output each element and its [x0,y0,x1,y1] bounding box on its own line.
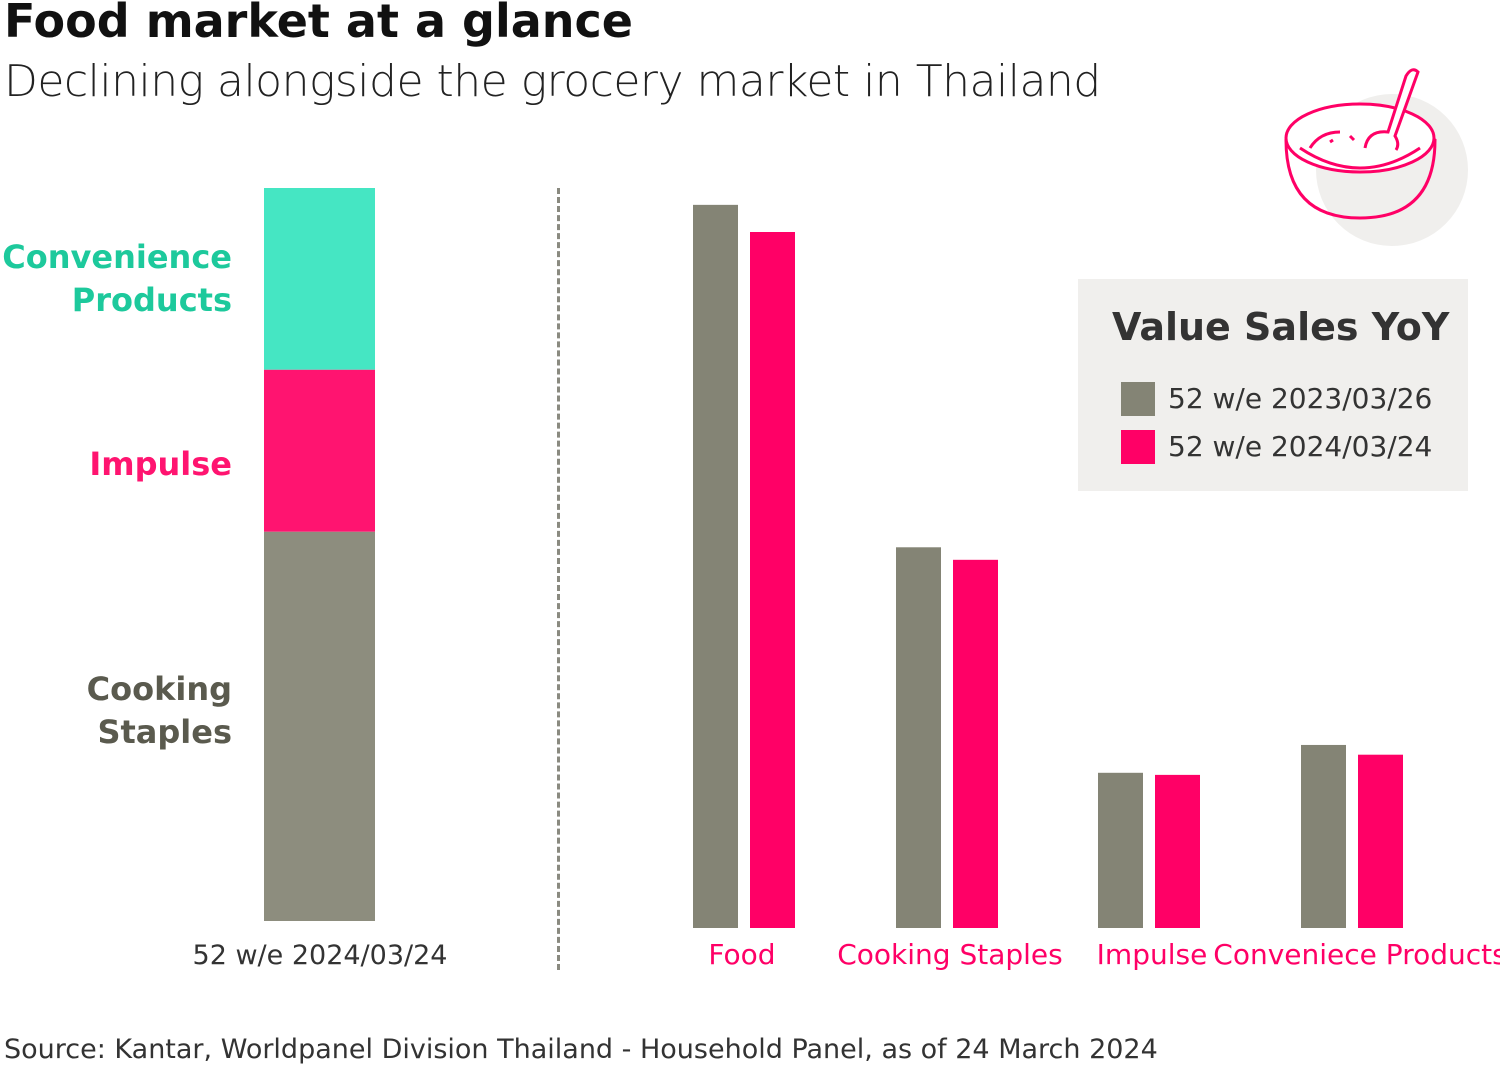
stack-segment-1 [264,369,375,532]
category-label-cooking-staples: Cooking Staples [837,938,1063,971]
divider [557,188,560,970]
bar-cooking-staples-2024 [953,559,998,928]
category-label-convenience: Conveniece Products [1213,938,1500,971]
legend-label-2023: 52 w/e 2023/03/26 [1168,382,1433,415]
chart-canvas [264,188,1403,928]
legend-title: Value Sales YoY [1112,305,1450,349]
bar-conveniece-products-2024 [1358,754,1403,928]
segment-label-cooking-staples: Cooking Staples [86,670,232,751]
chart-subtitle: Declining alongside the grocery market i… [4,56,1101,107]
bar-food-2024 [750,232,795,928]
segment-label-impulse: Impulse [89,445,232,483]
bar-food-2023 [693,204,738,928]
legend-swatch-2024 [1121,430,1155,464]
segment-label-convenience: Convenience Products [2,238,232,319]
legend: Value Sales YoY 52 w/e 2023/03/26 52 w/e… [1078,279,1468,491]
source-note: Source: Kantar, Worldpanel Division Thai… [4,1034,1158,1065]
stack-x-label: 52 w/e 2024/03/24 [192,940,448,971]
bar-cooking-staples-2023 [896,547,941,928]
legend-swatch-2023 [1121,382,1155,416]
category-label-food: Food [708,938,776,971]
bar-impulse-2024 [1155,774,1200,928]
bowl-with-spoon-icon [1284,68,1468,246]
stack-segment-0 [264,188,375,370]
legend-label-2024: 52 w/e 2024/03/24 [1168,430,1433,463]
chart-title: Food market at a glance [4,0,633,48]
category-label-impulse: Impulse [1096,938,1208,971]
bar-conveniece-products-2023 [1301,744,1346,928]
stack-segment-2 [264,531,375,921]
bar-impulse-2023 [1098,772,1143,928]
